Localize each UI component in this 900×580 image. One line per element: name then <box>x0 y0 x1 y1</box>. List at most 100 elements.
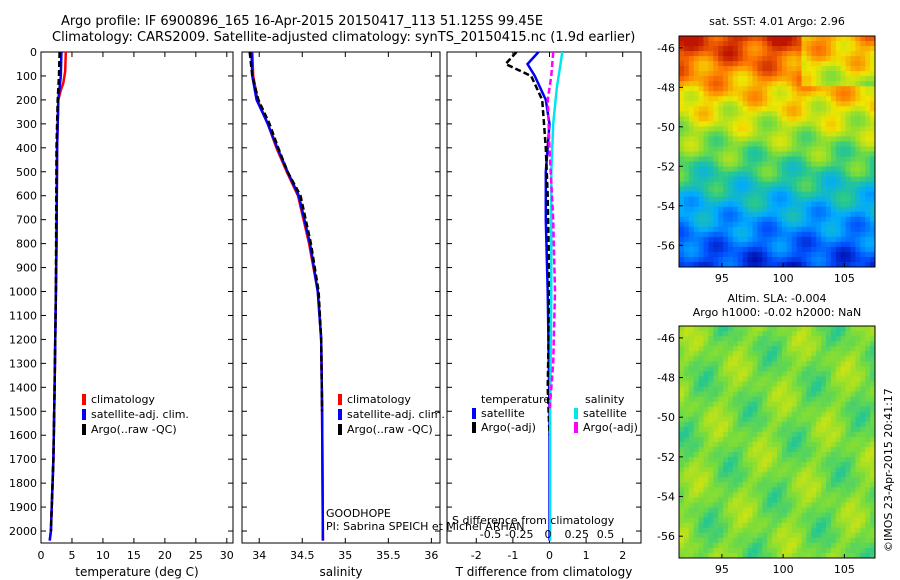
sla_map-cell <box>796 361 803 367</box>
sst_map-cell <box>772 51 778 57</box>
sst_map-cell <box>728 71 734 77</box>
sst_map-cell <box>703 151 709 158</box>
sst_map-cell <box>821 186 827 193</box>
sla_map-cell <box>865 502 871 509</box>
sla_map-cell <box>679 331 685 337</box>
sla_map-cell <box>737 467 744 473</box>
sla_map-cell <box>840 487 847 494</box>
sla_map-cell <box>732 331 739 337</box>
sla_map-cell <box>830 477 837 483</box>
sla_map-cell <box>840 552 847 558</box>
sst_map-cell <box>777 226 783 233</box>
sst_map-cell <box>757 56 763 62</box>
sst_map-cell <box>796 61 803 67</box>
sst_map-cell <box>762 46 768 52</box>
sst_map-cell <box>718 121 724 127</box>
sla_map-cell <box>786 452 793 458</box>
sst_map-cell <box>718 91 724 97</box>
sla_map-cell <box>845 421 852 428</box>
sst_map-cell <box>845 86 852 92</box>
sst_map-cell <box>772 201 778 208</box>
sst_map-cell <box>786 191 793 198</box>
sst_map-cell <box>757 201 763 208</box>
sla_map-cell <box>688 552 695 558</box>
sla_map-cell <box>821 457 827 463</box>
sst_map-cell <box>870 251 875 258</box>
sst_map-cell <box>732 46 739 52</box>
sla_map-cell <box>732 406 739 413</box>
sla_map-cell <box>732 401 739 408</box>
sla_map-cell <box>826 436 832 443</box>
sst_map-cell <box>845 76 852 82</box>
sst_map-cell <box>693 101 700 107</box>
sst_map-cell <box>806 241 812 248</box>
sla_map-cell <box>767 436 773 443</box>
sla_map-cell <box>723 356 729 362</box>
sst_map-cell <box>683 236 690 243</box>
sla_map-cell <box>845 426 852 433</box>
sla_map-cell <box>826 457 832 463</box>
sla_map-cell <box>811 467 817 473</box>
sst_map-cell <box>742 126 749 133</box>
sst_map-cell <box>772 151 778 158</box>
sst_map-cell <box>835 231 842 238</box>
temperature-series-argo-raw-qc- <box>49 52 61 532</box>
sst_map-cell <box>830 166 837 173</box>
sst_map-cell <box>801 46 807 52</box>
sst_map-cell <box>830 46 837 52</box>
sst_map-cell <box>811 91 817 97</box>
sla_map-cell <box>752 341 758 347</box>
sst_map-cell <box>767 196 773 203</box>
sst_map-cell <box>806 246 812 253</box>
sla_map-cell <box>757 477 763 483</box>
sst_map-cell <box>772 46 778 52</box>
sla_map-cell <box>703 356 709 362</box>
sla_map-cell <box>762 381 768 388</box>
sst_map-cell <box>723 101 729 107</box>
sst_map-cell <box>732 81 739 87</box>
sla_map-cell <box>850 502 856 509</box>
sla_map-cell <box>683 396 690 403</box>
sst_map-cell <box>718 81 724 87</box>
sst_map-cell <box>762 171 768 178</box>
sla_map-cell <box>781 517 788 524</box>
sla_map-cell <box>679 386 685 393</box>
sst_map-cell <box>683 141 690 148</box>
sst_map-cell <box>777 166 783 173</box>
sla_map-cell <box>708 391 714 398</box>
sla_map-cell <box>762 477 768 483</box>
sst_map-cell <box>737 66 744 72</box>
sla_map-cell <box>835 381 842 388</box>
sst_map-cell <box>703 66 709 72</box>
sst_map-cell <box>860 91 866 97</box>
sla_map-cell <box>742 326 749 332</box>
sla_map-cell <box>835 542 842 549</box>
sla_map-cell <box>772 512 778 519</box>
sla_map-cell <box>786 547 793 554</box>
sla_map-cell <box>708 331 714 337</box>
sst_map-cell <box>767 111 773 117</box>
sst_map-cell <box>850 66 856 72</box>
sla_map-cell <box>806 532 812 539</box>
sla_map-cell <box>732 351 739 357</box>
sla_map-cell <box>870 457 875 463</box>
sla_map-cell <box>679 457 685 463</box>
sst_map-cell <box>801 251 807 258</box>
sla_map-cell <box>821 351 827 357</box>
sst_map-cell <box>723 176 729 183</box>
sst_map-cell <box>767 61 773 67</box>
sla_map-x-tick-label: 100 <box>773 563 794 576</box>
sst_map-cell <box>718 46 724 52</box>
sst_map-cell <box>767 51 773 57</box>
sst_map-cell <box>679 226 685 233</box>
sla_map-cell <box>703 426 709 433</box>
sla_map-cell <box>772 457 778 463</box>
sst_map-cell <box>860 161 866 168</box>
sst_map-cell <box>860 141 866 148</box>
sla_map-cell <box>865 477 871 483</box>
sst_map-cell <box>698 106 705 112</box>
sla_map-cell <box>708 371 714 378</box>
sla_map-cell <box>683 386 690 393</box>
sst_map-cell <box>835 206 842 213</box>
sst_map-cell <box>679 241 685 248</box>
